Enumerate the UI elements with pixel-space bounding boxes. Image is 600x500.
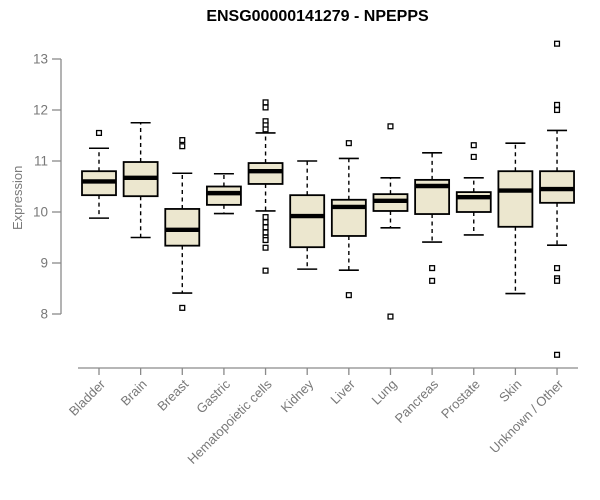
outlier-point — [429, 277, 436, 284]
outlier-point — [179, 143, 186, 150]
outlier-point — [553, 277, 561, 284]
outlier-point — [262, 214, 269, 221]
outlier-point — [470, 153, 477, 160]
outlier-point — [262, 236, 269, 244]
outlier-point — [262, 224, 269, 231]
outlier-point — [553, 40, 561, 47]
y-tick-label: 12 — [33, 103, 48, 118]
y-tick-label: 11 — [34, 154, 48, 169]
x-tick-label: Pancreas — [392, 376, 442, 426]
x-tick-label: Lung — [369, 377, 400, 408]
iqr-box — [164, 208, 201, 247]
outlier-point — [262, 126, 269, 133]
x-tick-label: Breast — [154, 376, 191, 413]
box-kidney — [289, 160, 326, 270]
outlier-point — [179, 304, 186, 311]
y-tick-label: 13 — [33, 52, 48, 67]
x-tick-label: Unknown / Other — [487, 376, 567, 456]
outlier-point — [553, 265, 561, 272]
chart-title: ENSG00000141279 - NPEPPS — [206, 8, 429, 25]
box-gastric — [206, 172, 242, 215]
x-tick-label: Brain — [118, 377, 150, 409]
outlier-point — [387, 313, 394, 320]
outlier-point — [95, 129, 103, 137]
box-brain — [122, 121, 159, 239]
iqr-box — [247, 162, 284, 185]
outlier-point — [262, 104, 269, 111]
y-tick-label: 8 — [40, 307, 48, 322]
box-hematopoietic-cells — [247, 99, 284, 274]
x-tick-label: Skin — [496, 377, 524, 405]
outlier-point — [553, 106, 561, 114]
iqr-box — [289, 194, 326, 249]
outlier-point — [262, 244, 269, 251]
outlier-point — [553, 101, 561, 108]
box-unknown-other — [539, 40, 575, 358]
x-tick-label: Gastric — [193, 376, 233, 416]
outlier-point — [470, 142, 477, 149]
box-breast — [164, 137, 201, 311]
iqr-box — [497, 170, 534, 228]
box-skin — [497, 142, 534, 295]
x-tick-label: Prostate — [438, 377, 483, 422]
x-tick-label: Liver — [327, 376, 358, 407]
y-tick-label: 9 — [40, 256, 48, 271]
outlier-point — [262, 229, 269, 236]
outlier-point — [429, 265, 436, 272]
outlier-point — [262, 99, 269, 106]
outlier-point — [345, 292, 352, 299]
outlier-point — [179, 137, 186, 144]
x-tick-label: Kidney — [278, 376, 317, 415]
x-tick-label: Bladder — [66, 376, 109, 419]
box-prostate — [455, 142, 492, 236]
box-pancreas — [414, 152, 451, 284]
box-bladder — [81, 129, 117, 219]
iqr-box — [206, 185, 242, 206]
outlier-point — [387, 123, 394, 130]
outlier-point — [553, 351, 561, 358]
outlier-point — [262, 219, 269, 226]
outlier-point — [262, 267, 269, 274]
outlier-point — [345, 140, 352, 147]
box-liver — [330, 140, 367, 299]
box-lung — [372, 123, 409, 320]
y-tick-label: 10 — [33, 205, 48, 220]
